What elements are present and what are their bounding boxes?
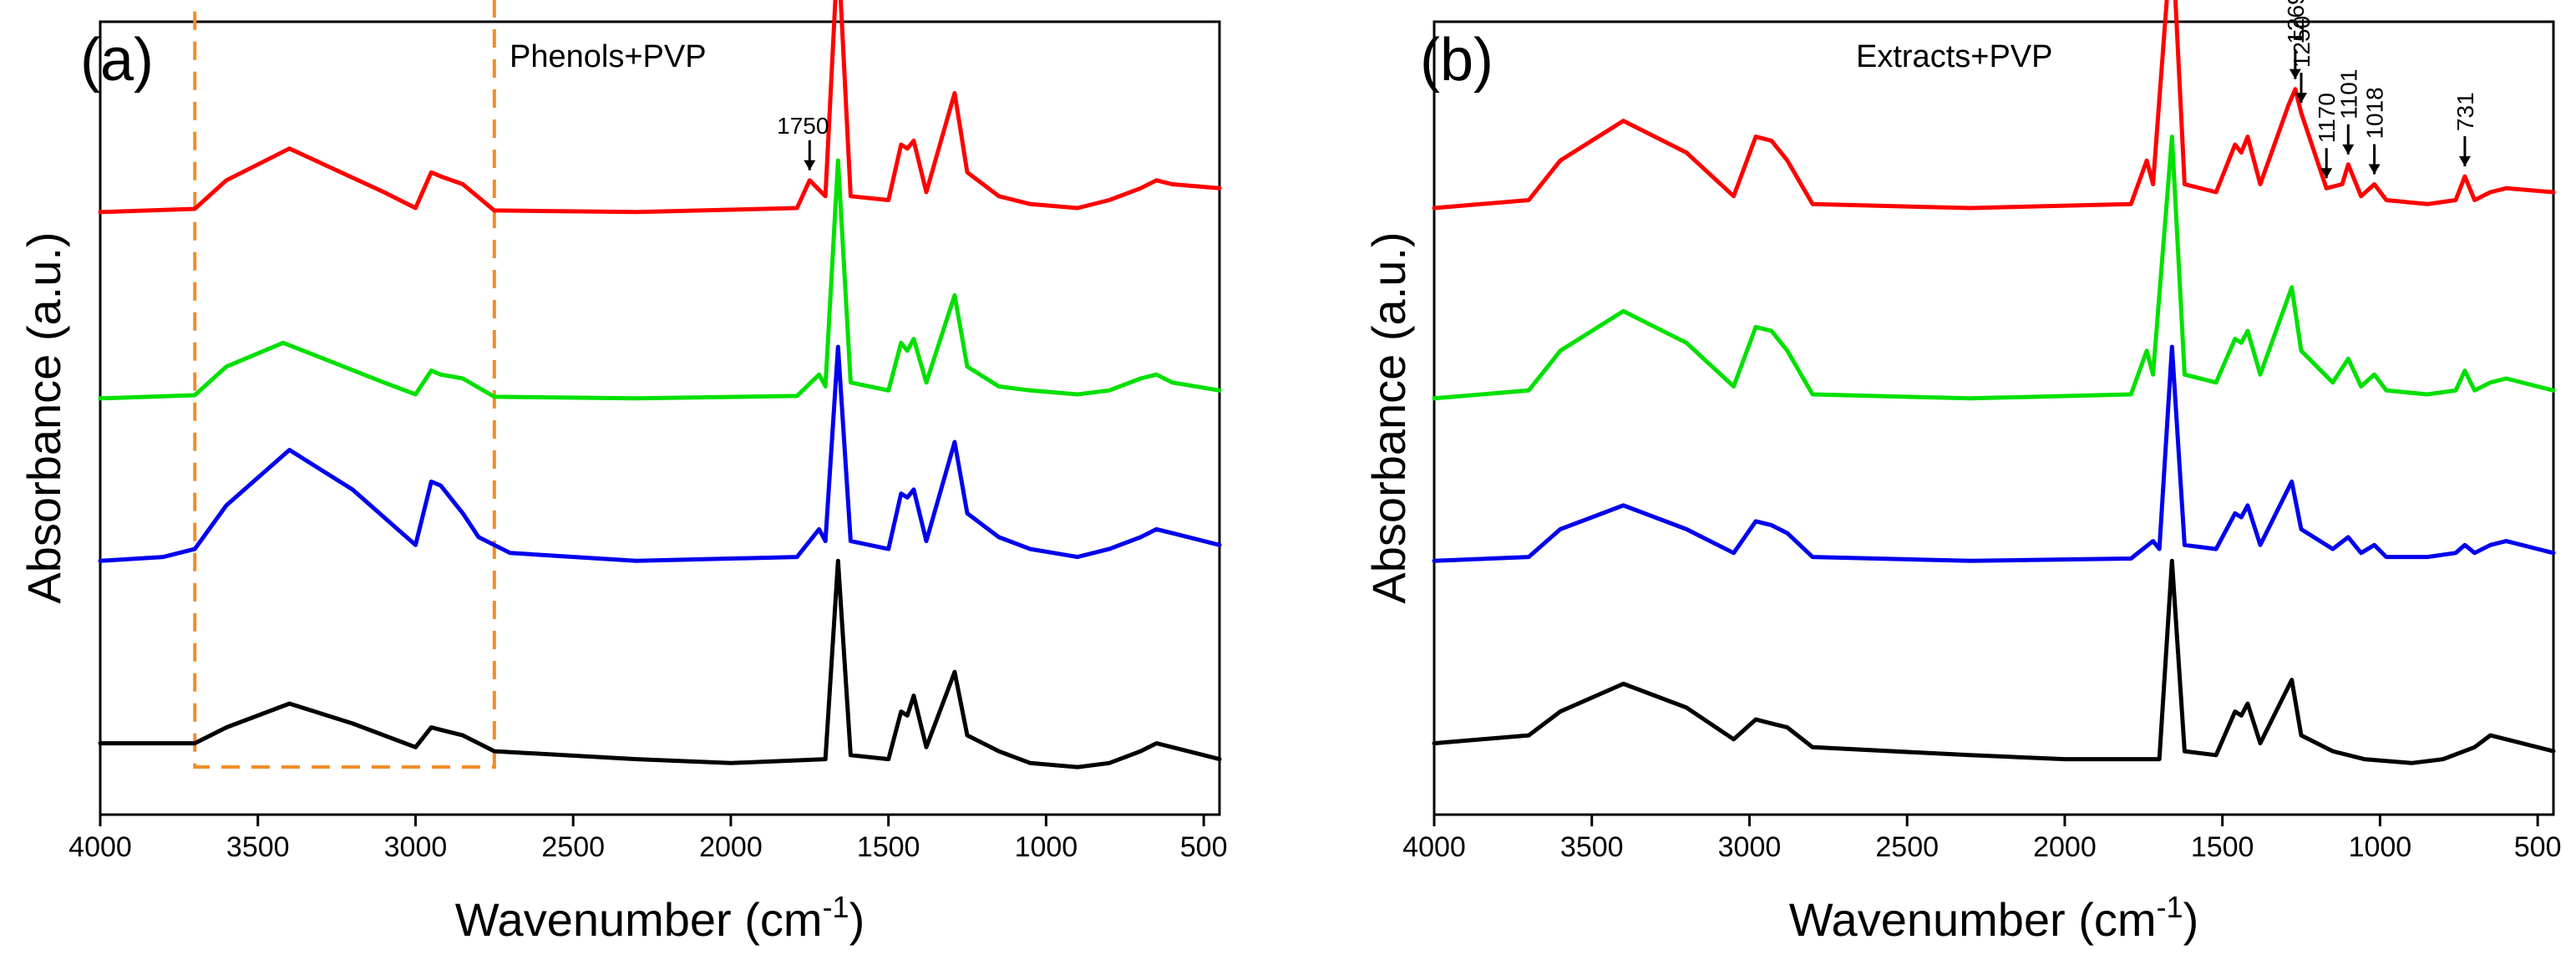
panel-a-highlight-box <box>193 0 496 770</box>
panel-a-chart: (a) Phenols+PVP Absorbance (a.u.) Wavenu… <box>18 0 1227 946</box>
panel-a-x-axis-title: Wavenumber (cm-1) <box>455 890 865 946</box>
x-tick-label: 2500 <box>541 831 605 863</box>
spectrum-line-green <box>1432 135 2556 401</box>
x-tick-label: 1500 <box>2191 831 2254 863</box>
x-tick-label: 3000 <box>1718 831 1782 863</box>
peak-label: 1018 <box>2362 87 2388 139</box>
panel-b-title: Extracts+PVP <box>1856 39 2052 74</box>
panel-a-x-axis-title-sup: -1 <box>823 890 849 924</box>
panel-b-x-axis-title-main: Wavenumber (cm <box>1789 893 2157 946</box>
x-tick-label: 500 <box>2514 831 2562 863</box>
panel-a-label: (a) <box>80 27 154 94</box>
panel-b-x-axis-title-sup: -1 <box>2157 890 2183 924</box>
spectrum-line-black <box>98 558 1222 770</box>
peak-label: 1101 <box>2335 69 2361 119</box>
spectrum-line-red <box>98 0 1222 215</box>
dashed-highlight-box <box>193 0 496 770</box>
x-tick-label: 2000 <box>2033 831 2097 863</box>
x-tick-label: 2500 <box>1875 831 1939 863</box>
panel-b-x-axis-title: Wavenumber (cm-1) <box>1789 890 2198 946</box>
peak-arrow-head <box>2458 156 2471 167</box>
spectrum-line-green <box>98 158 1222 401</box>
peak-arrow-head <box>804 160 816 170</box>
x-tick-label: 500 <box>1180 831 1228 863</box>
peak-arrow-head <box>2289 69 2301 79</box>
x-tick-label: 1500 <box>857 831 920 863</box>
spectrum-line-blue <box>1432 344 2556 563</box>
peak-label: 1269 <box>2283 0 2309 44</box>
panel-b-x-ticks: 4000 3500 3000 2500 2000 1500 1000 500 <box>1402 815 2561 863</box>
panel-a-x-axis-title-main: Wavenumber (cm <box>455 893 823 946</box>
x-tick-label: 3500 <box>1560 831 1624 863</box>
peak-label: 1750 <box>777 113 829 139</box>
panel-a-axes-frame <box>99 20 1221 816</box>
panel-b-axes-frame <box>1433 20 2555 816</box>
panel-b-chart: (b) Extracts+PVP Absorbance (a.u.) Waven… <box>1362 0 2561 946</box>
x-tick-label: 3500 <box>226 831 290 863</box>
spectrum-line-blue <box>98 344 1222 563</box>
panel-b-series <box>1432 0 2556 765</box>
panel-b-x-axis-title-end: ) <box>2183 893 2199 946</box>
panel-a-title: Phenols+PVP <box>510 39 707 74</box>
panel-a-x-ticks: 4000 3500 3000 2500 2000 1500 1000 500 <box>68 815 1227 863</box>
panel-a-x-axis-title-end: ) <box>849 893 865 946</box>
panel-b-y-axis-title: Absorbance (a.u.) <box>1362 231 1415 603</box>
x-tick-label: 4000 <box>1402 831 1466 863</box>
peak-arrow-head <box>2342 144 2355 155</box>
panel-a-series <box>98 0 1222 770</box>
x-tick-label: 2000 <box>699 831 763 863</box>
x-tick-label: 3000 <box>384 831 448 863</box>
peak-arrow-head <box>2320 168 2333 179</box>
spectrum-line-black <box>1432 558 2556 765</box>
peak-label: 1250 <box>2289 16 2315 68</box>
panel-a-annotations: 1750 <box>777 113 829 170</box>
x-tick-label: 4000 <box>68 831 132 863</box>
spectrum-line-red <box>1432 0 2556 211</box>
x-tick-label: 1000 <box>1015 831 1078 863</box>
peak-arrow-head <box>2295 93 2308 104</box>
panel-b-label: (b) <box>1420 27 1493 94</box>
peak-label: 1170 <box>2314 93 2340 143</box>
peak-arrow-head <box>2368 164 2381 175</box>
peak-label: 731 <box>2452 92 2478 131</box>
x-tick-label: 1000 <box>2349 831 2412 863</box>
panel-a-y-axis-title: Absorbance (a.u.) <box>18 231 70 603</box>
